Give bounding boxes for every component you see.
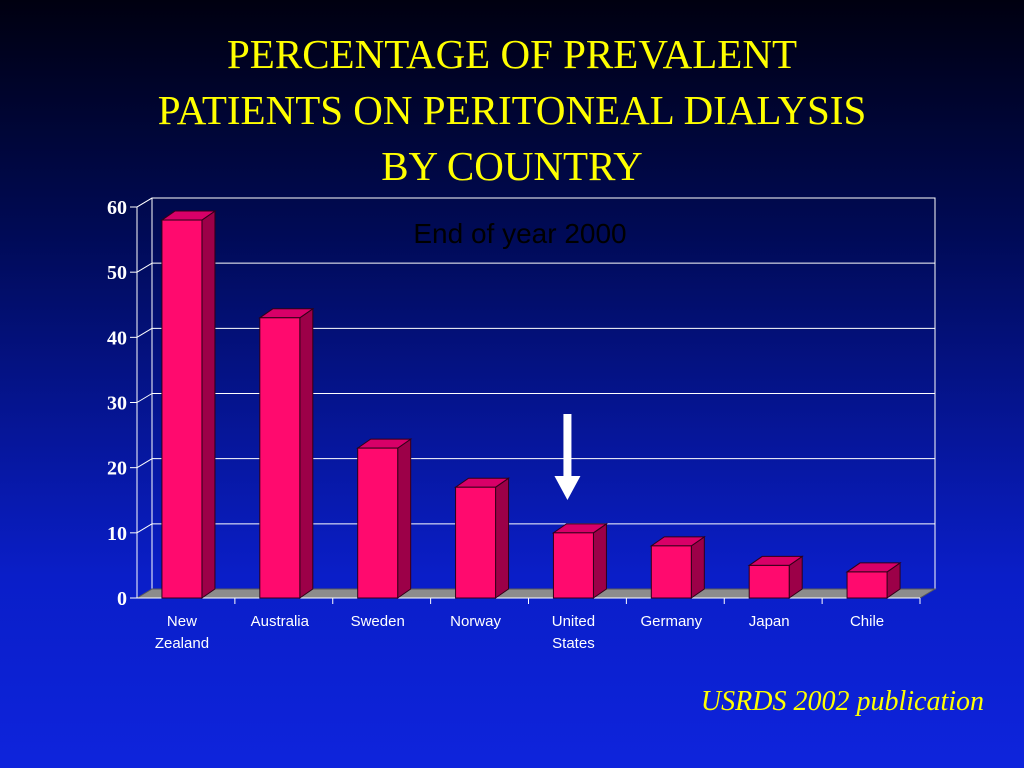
bar-side — [201, 210, 216, 599]
x-tick-label: United — [552, 613, 595, 630]
gridlines — [136, 197, 936, 590]
x-tick-label: Sweden — [351, 613, 405, 630]
x-tick-label: Germany — [640, 613, 702, 630]
floor-top — [135, 588, 937, 599]
bar — [846, 571, 888, 599]
title-line: PATIENTS ON PERITONEAL DIALYSIS — [157, 87, 867, 133]
left-wall-top-edge — [136, 197, 153, 208]
bar — [161, 219, 203, 599]
bar — [748, 564, 790, 599]
x-tick-label: States — [552, 635, 595, 652]
gridline-depth — [136, 523, 153, 534]
bar-side — [690, 535, 705, 599]
y-tick-label: 30 — [107, 393, 127, 415]
y-tick-label: 10 — [107, 523, 127, 545]
chart-floor — [135, 588, 937, 599]
highlight-arrow — [554, 414, 581, 500]
y-tick-label: 50 — [107, 262, 127, 284]
gridline-depth — [136, 262, 153, 273]
x-tick-label: Japan — [749, 613, 790, 630]
bar-side — [495, 477, 510, 599]
gridline-depth — [136, 393, 153, 403]
arrow-shaft — [563, 414, 572, 476]
y-tick-label: 60 — [107, 197, 127, 219]
bar-side — [299, 307, 314, 599]
bar-side — [592, 522, 607, 599]
gridline-depth — [136, 327, 153, 338]
x-axis-labels: New Zealand Australia Sweden Norway United Sta… — [155, 613, 884, 652]
bar — [455, 486, 497, 599]
gridline-depth — [136, 458, 153, 469]
x-tick-label: Norway — [450, 613, 501, 630]
arrow-head — [554, 476, 581, 500]
y-tick-label: 0 — [117, 588, 127, 610]
title-line: BY COUNTRY — [381, 143, 643, 189]
bar-side — [397, 438, 412, 599]
x-tick-label: Chile — [850, 613, 884, 630]
x-tick-label: Zealand — [155, 635, 209, 652]
chart-subtitle: End of year 2000 — [413, 218, 626, 249]
bar — [552, 532, 594, 599]
source-note: USRDS 2002 publication — [700, 686, 984, 717]
slide-title: PERCENTAGE OF PREVALENT PATIENTS ON PERI… — [0, 26, 1024, 194]
bar — [650, 545, 692, 599]
y-axis: 0 10 20 30 40 50 60 — [107, 197, 921, 610]
y-tick-label: 40 — [107, 327, 127, 349]
bar — [259, 317, 301, 599]
bars — [160, 210, 902, 599]
x-tick-label: New — [167, 613, 197, 630]
title-line: PERCENTAGE OF PREVALENT — [227, 31, 797, 77]
bar — [357, 447, 399, 599]
y-tick-label: 20 — [107, 458, 127, 480]
x-tick-label: Australia — [251, 613, 310, 630]
